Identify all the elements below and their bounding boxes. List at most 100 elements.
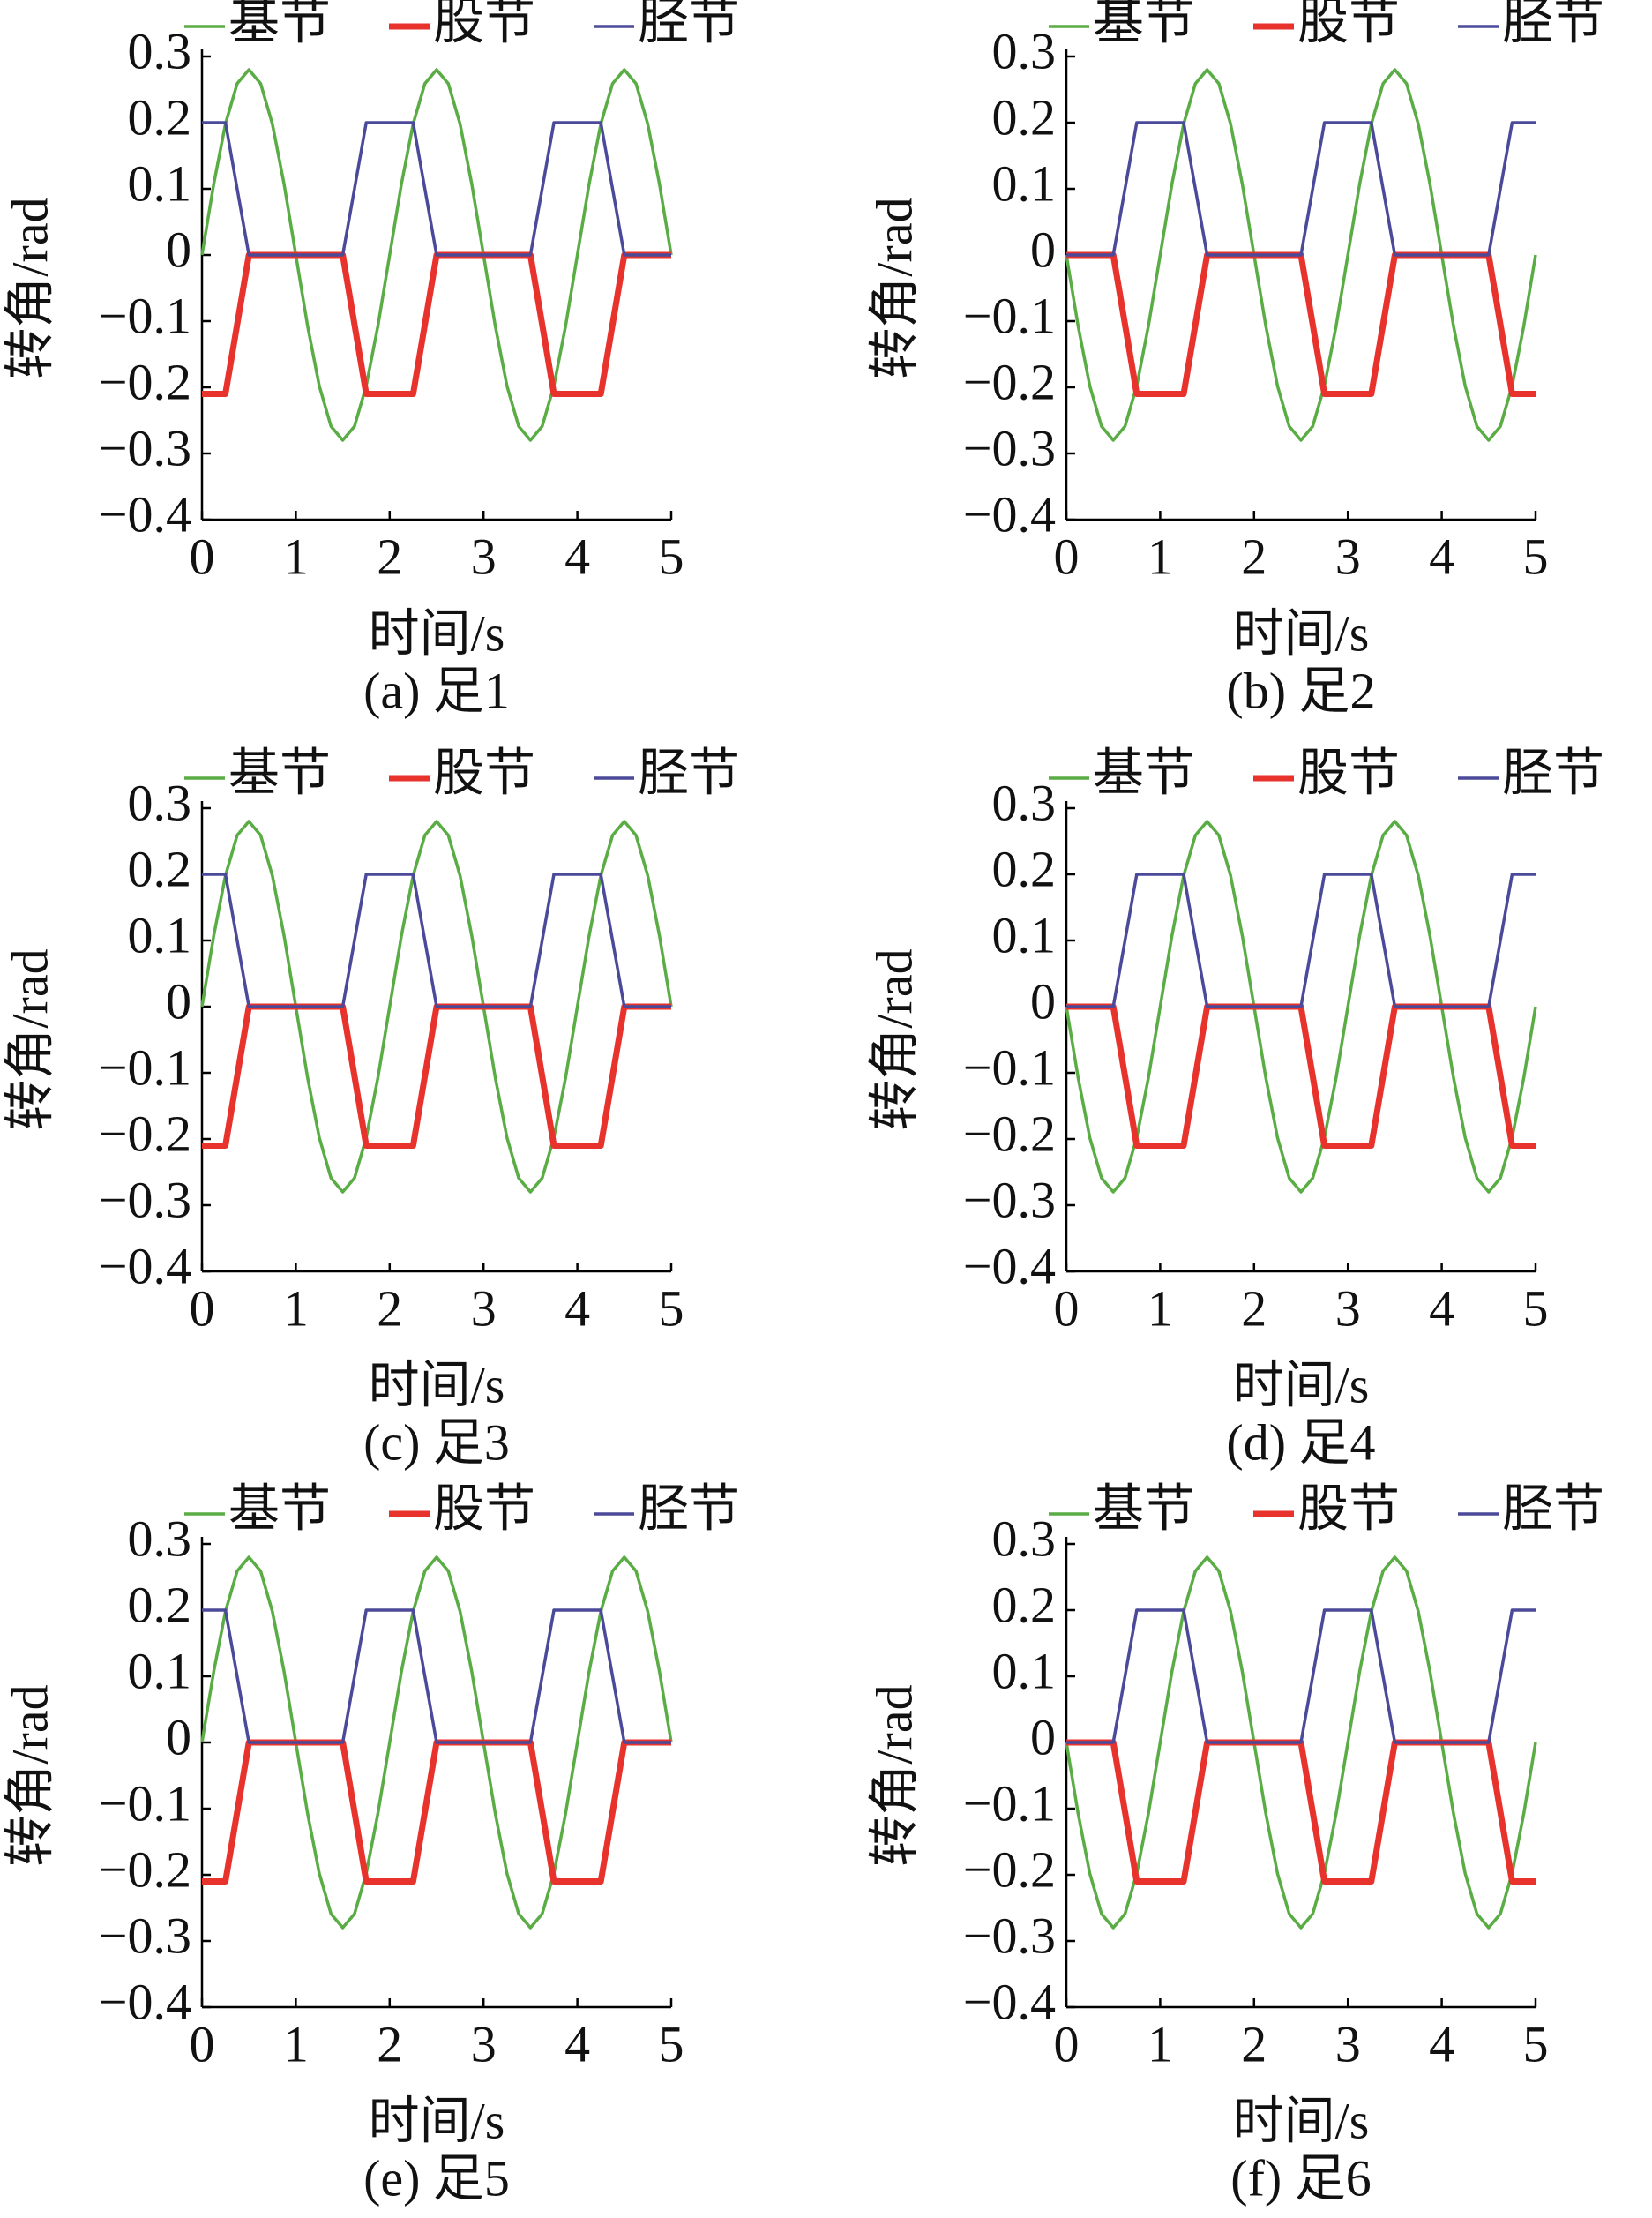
x-tick-label: 3 [471, 528, 497, 585]
y-tick-label: 0.2 [128, 1576, 192, 1633]
x-tick-label: 2 [377, 528, 402, 585]
y-tick-label: −0.1 [963, 1774, 1056, 1832]
y-tick-label: −0.3 [99, 1171, 191, 1228]
legend-label: 股节 [1297, 744, 1400, 801]
x-tick-label: 3 [1335, 528, 1361, 585]
y-tick-label: 0.1 [992, 154, 1057, 212]
x-tick-label: 4 [1429, 528, 1454, 585]
x-tick-label: 0 [1054, 2015, 1080, 2072]
caption: (b) 足2 [1226, 662, 1375, 719]
x-axis-label: 时间/s [369, 604, 505, 662]
y-tick-label: −0.3 [99, 419, 191, 476]
y-tick-label: −0.2 [963, 1105, 1056, 1162]
y-tick-label: −0.3 [963, 419, 1056, 476]
y-axis-label: 转角/rad [865, 1684, 923, 1866]
series-line [1066, 1608, 1536, 1744]
y-tick-label: −0.4 [99, 485, 191, 543]
x-axis-label: 时间/s [1233, 1356, 1370, 1413]
legend-label: 胫节 [1502, 744, 1604, 801]
legend-label: 股节 [433, 0, 535, 49]
legend-label: 基节 [1093, 0, 1195, 49]
y-tick-label: 0.1 [128, 906, 192, 963]
series-line [202, 1003, 671, 1149]
legend-label: 胫节 [638, 744, 740, 801]
y-tick-label: −0.4 [963, 1973, 1056, 2030]
y-tick-label: −0.2 [99, 353, 191, 410]
subplot: 0.30.20.10−0.1−0.2−0.3−0.40 1 2 3 4 5时间/s(c) … [1, 744, 740, 1471]
series-line [1065, 820, 1537, 1194]
y-tick-label: 0.1 [128, 154, 192, 212]
y-tick-label: 0 [166, 1708, 191, 1765]
y-tick-label: −0.4 [99, 1237, 191, 1294]
y-tick-label: 0.3 [128, 1510, 192, 1567]
y-tick-label: −0.3 [963, 1171, 1056, 1228]
y-tick-label: −0.4 [963, 1237, 1056, 1294]
y-tick-label: 0.3 [992, 1510, 1057, 1567]
x-tick-label: 0 [1054, 528, 1080, 585]
y-axis-label: 转角/rad [865, 197, 923, 378]
x-tick-label: 1 [1147, 528, 1173, 585]
caption: (c) 足3 [363, 1413, 510, 1471]
caption: (a) 足1 [363, 662, 510, 719]
x-axis-label: 时间/s [369, 2092, 505, 2149]
series-line [1066, 1739, 1536, 1885]
legend-label: 胫节 [638, 0, 740, 49]
y-tick-label: 0 [1030, 972, 1056, 1030]
series-line [202, 121, 671, 257]
series-line [200, 1555, 673, 1930]
x-axis-label: 时间/s [369, 1356, 505, 1413]
y-axis-label: 转角/rad [1, 948, 58, 1130]
series-line [202, 1608, 671, 1744]
x-tick-label: 4 [564, 1279, 590, 1337]
subplot: 0.30.20.10−0.1−0.2−0.3−0.40 1 2 3 4 5时间/s(f) … [865, 1480, 1604, 2207]
y-axis-label: 转角/rad [1, 1684, 58, 1866]
series-line [200, 68, 673, 442]
y-tick-label: −0.1 [963, 287, 1056, 344]
series-line [202, 251, 671, 397]
y-tick-label: 0.1 [128, 1642, 192, 1699]
subplot: 0.30.20.10−0.1−0.2−0.3−0.40 1 2 3 4 5时间/s(e) … [1, 1480, 740, 2207]
y-tick-label: 0.2 [992, 840, 1057, 897]
y-tick-label: 0 [166, 221, 191, 278]
y-axis-label: 转角/rad [865, 948, 923, 1130]
y-tick-label: −0.3 [963, 1907, 1056, 1964]
x-tick-label: 0 [1054, 1279, 1080, 1337]
x-tick-label: 3 [471, 1279, 497, 1337]
x-tick-label: 4 [564, 2015, 590, 2072]
legend-label: 股节 [1297, 1480, 1400, 1537]
x-tick-label: 4 [564, 528, 590, 585]
subplot: 0.30.20.10−0.1−0.2−0.3−0.40 1 2 3 4 5时间/s(a) … [1, 0, 740, 719]
series-line [1066, 873, 1536, 1008]
legend-label: 胫节 [1502, 1480, 1604, 1537]
series-line [1066, 1003, 1536, 1149]
x-tick-label: 2 [1241, 2015, 1267, 2072]
y-tick-label: 0 [166, 972, 191, 1030]
y-tick-label: 0.2 [992, 1576, 1057, 1633]
y-tick-label: 0.2 [128, 88, 192, 146]
y-tick-label: 0.3 [992, 22, 1057, 79]
series-line [202, 873, 671, 1008]
y-tick-label: −0.1 [99, 1038, 191, 1096]
x-tick-label: 1 [1147, 2015, 1173, 2072]
x-tick-label: 5 [1523, 2015, 1549, 2072]
y-tick-label: −0.2 [963, 353, 1056, 410]
y-tick-label: 0.3 [128, 774, 192, 831]
y-tick-label: −0.2 [99, 1105, 191, 1162]
x-tick-label: 0 [190, 2015, 215, 2072]
x-axis-label: 时间/s [1233, 604, 1370, 662]
y-axis-label: 转角/rad [1, 197, 58, 378]
y-tick-label: −0.2 [99, 1840, 191, 1898]
series-line [202, 1739, 671, 1885]
x-tick-label: 5 [659, 1279, 684, 1337]
subplot: 0.30.20.10−0.1−0.2−0.3−0.40 1 2 3 4 5时间/s(d) … [865, 744, 1604, 1471]
x-tick-label: 2 [1241, 1279, 1267, 1337]
legend-label: 股节 [1297, 0, 1400, 49]
y-tick-label: −0.4 [963, 485, 1056, 543]
series-line [1066, 121, 1536, 257]
caption: (f) 足6 [1230, 2149, 1371, 2207]
x-tick-label: 1 [283, 1279, 309, 1337]
legend-label: 股节 [433, 1480, 535, 1537]
x-tick-label: 1 [1147, 1279, 1173, 1337]
x-tick-label: 3 [471, 2015, 497, 2072]
